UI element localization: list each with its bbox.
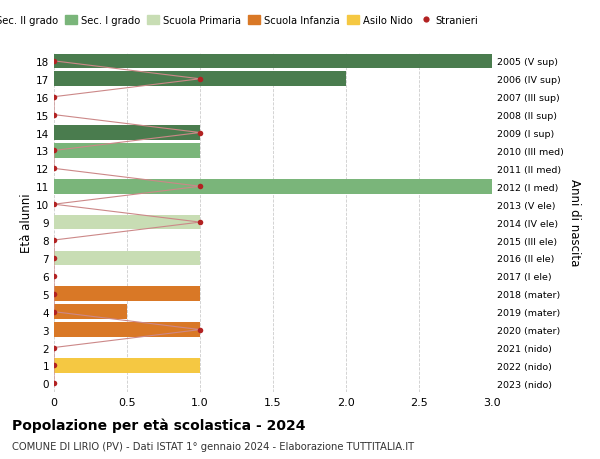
Bar	[54, 179, 492, 194]
Bar	[54, 358, 200, 373]
Text: COMUNE DI LIRIO (PV) - Dati ISTAT 1° gennaio 2024 - Elaborazione TUTTITALIA.IT: COMUNE DI LIRIO (PV) - Dati ISTAT 1° gen…	[12, 441, 414, 451]
Bar	[54, 305, 127, 319]
Bar	[54, 72, 346, 87]
Bar	[54, 126, 200, 140]
Text: Popolazione per età scolastica - 2024: Popolazione per età scolastica - 2024	[12, 418, 305, 432]
Legend: Sec. II grado, Sec. I grado, Scuola Primaria, Scuola Infanzia, Asilo Nido, Stran: Sec. II grado, Sec. I grado, Scuola Prim…	[0, 12, 482, 30]
Bar	[54, 287, 200, 302]
Bar	[54, 251, 200, 266]
Bar	[54, 55, 492, 69]
Bar	[54, 215, 200, 230]
Bar	[54, 323, 200, 337]
Y-axis label: Anni di nascita: Anni di nascita	[568, 179, 581, 266]
Bar	[54, 144, 200, 158]
Y-axis label: Età alunni: Età alunni	[20, 193, 33, 252]
